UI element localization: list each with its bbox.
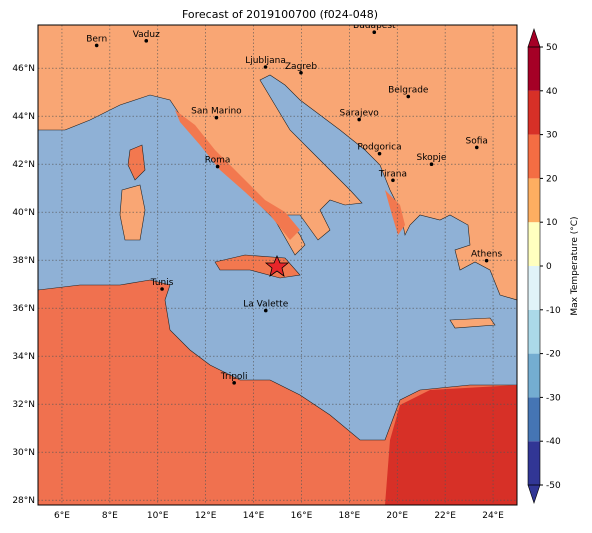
colorbar-segment: [528, 309, 540, 354]
lon-tick-label: 8°E: [102, 511, 118, 521]
colorbar: -50 -40 -30 -20 -10 0 10 20 30 40 50 Max Temperatur…: [527, 28, 580, 504]
city-label: Zagreb: [285, 62, 317, 72]
city-dot: [484, 258, 489, 263]
colorbar-segment: [528, 222, 540, 266]
lat-tick-label: 28°N: [12, 496, 35, 506]
colorbar-extend-top: [527, 28, 541, 48]
lat-tick-label: 32°N: [12, 400, 35, 410]
city-dot: [372, 30, 377, 34]
colorbar-tick-label: -20: [546, 350, 561, 360]
city-dot: [214, 115, 219, 120]
lon-tick-label: 20°E: [386, 511, 408, 521]
africa-hot: [385, 385, 517, 505]
title: Forecast of 2019100700 (f024-048): [182, 8, 378, 21]
city-dot: [94, 43, 99, 48]
city-label: Sarajevo: [340, 109, 380, 119]
city-label: La Valette: [243, 300, 288, 310]
lat-tick-label: 36°N: [12, 304, 35, 314]
city-dot: [429, 162, 434, 166]
colorbar-segment: [528, 397, 540, 442]
city-label: Vaduz: [133, 30, 160, 40]
city-dot: [391, 178, 395, 183]
city-dot: [357, 117, 361, 122]
lat-tick-label: 38°N: [12, 256, 35, 266]
lat-tick-label: 46°N: [12, 64, 35, 74]
city-dot: [377, 151, 382, 156]
colorbar-segment: [528, 353, 540, 398]
lon-tick-label: 10°E: [147, 511, 169, 521]
city-label: Ljubljana: [245, 56, 286, 66]
city-dot: [263, 65, 268, 69]
city-label: Budapest: [353, 21, 396, 31]
lat-tick-label: 40°N: [12, 208, 35, 218]
colorbar-segment: [528, 266, 540, 310]
colorbar-label: Max Temperature (°C): [570, 216, 580, 315]
star-marker: [264, 254, 290, 277]
lon-tick-label: 16°E: [291, 511, 313, 521]
colorbar-segment: [528, 47, 540, 91]
colorbar-segment: [528, 134, 540, 179]
graticule: [38, 25, 517, 505]
city-label: Belgrade: [388, 86, 429, 96]
italy-warm: [175, 110, 300, 240]
city-label: Tunis: [150, 278, 174, 288]
lon-tick-label: 24°E: [482, 511, 504, 521]
lat-tick-label: 44°N: [12, 112, 35, 122]
colorbar-tick-label: -50: [546, 481, 561, 491]
city-label: Athens: [471, 250, 502, 260]
colorbar-tick-label: 30: [546, 131, 558, 141]
lon-tick-label: 18°E: [339, 511, 361, 521]
lat-tick-label: 34°N: [12, 352, 35, 362]
crete: [449, 317, 496, 329]
city-dot: [144, 39, 149, 43]
city-label: Sofia: [466, 136, 488, 146]
colorbar-segment: [528, 90, 540, 135]
lat-tick-label: 42°N: [12, 160, 35, 170]
lon-tick-label: 14°E: [243, 511, 265, 521]
lat-tick-label: 30°N: [12, 448, 35, 458]
colorbar-tick-label: 10: [546, 218, 558, 228]
colorbar-tick-label: -40: [546, 437, 561, 447]
colorbar-segment: [528, 441, 540, 485]
city-label: Podgorica: [357, 143, 401, 153]
colorbar-tick-label: 20: [546, 174, 558, 184]
colorbar-tick-label: -30: [546, 393, 561, 403]
city-label: Bern: [86, 34, 107, 44]
colorbar-tick-label: -10: [546, 306, 561, 316]
city-dot: [160, 287, 164, 291]
colorbar-tick-label: 40: [546, 87, 558, 97]
city-label: Tripoli: [220, 372, 248, 382]
city-dot: [215, 164, 220, 169]
colorbar-extend-bottom: [527, 484, 541, 504]
city-dot: [232, 381, 236, 385]
lon-tick-label: 12°E: [195, 511, 217, 521]
city-label: Tirana: [378, 169, 407, 179]
colorbar-tick-label: 0: [546, 262, 552, 272]
corsica: [127, 144, 146, 181]
lon-tick-label: 6°E: [54, 511, 70, 521]
city-dot: [299, 70, 303, 75]
city-dot: [406, 94, 411, 99]
city-dot: [263, 308, 268, 313]
city-dot: [474, 145, 479, 150]
city-label: Roma: [205, 156, 231, 166]
colorbar-tick-label: 50: [546, 43, 558, 53]
map-frame: [37, 24, 518, 506]
city-label: Skopje: [417, 153, 447, 163]
city-label: San Marino: [191, 107, 242, 117]
colorbar-segment: [528, 178, 540, 223]
lon-tick-label: 22°E: [434, 511, 456, 521]
